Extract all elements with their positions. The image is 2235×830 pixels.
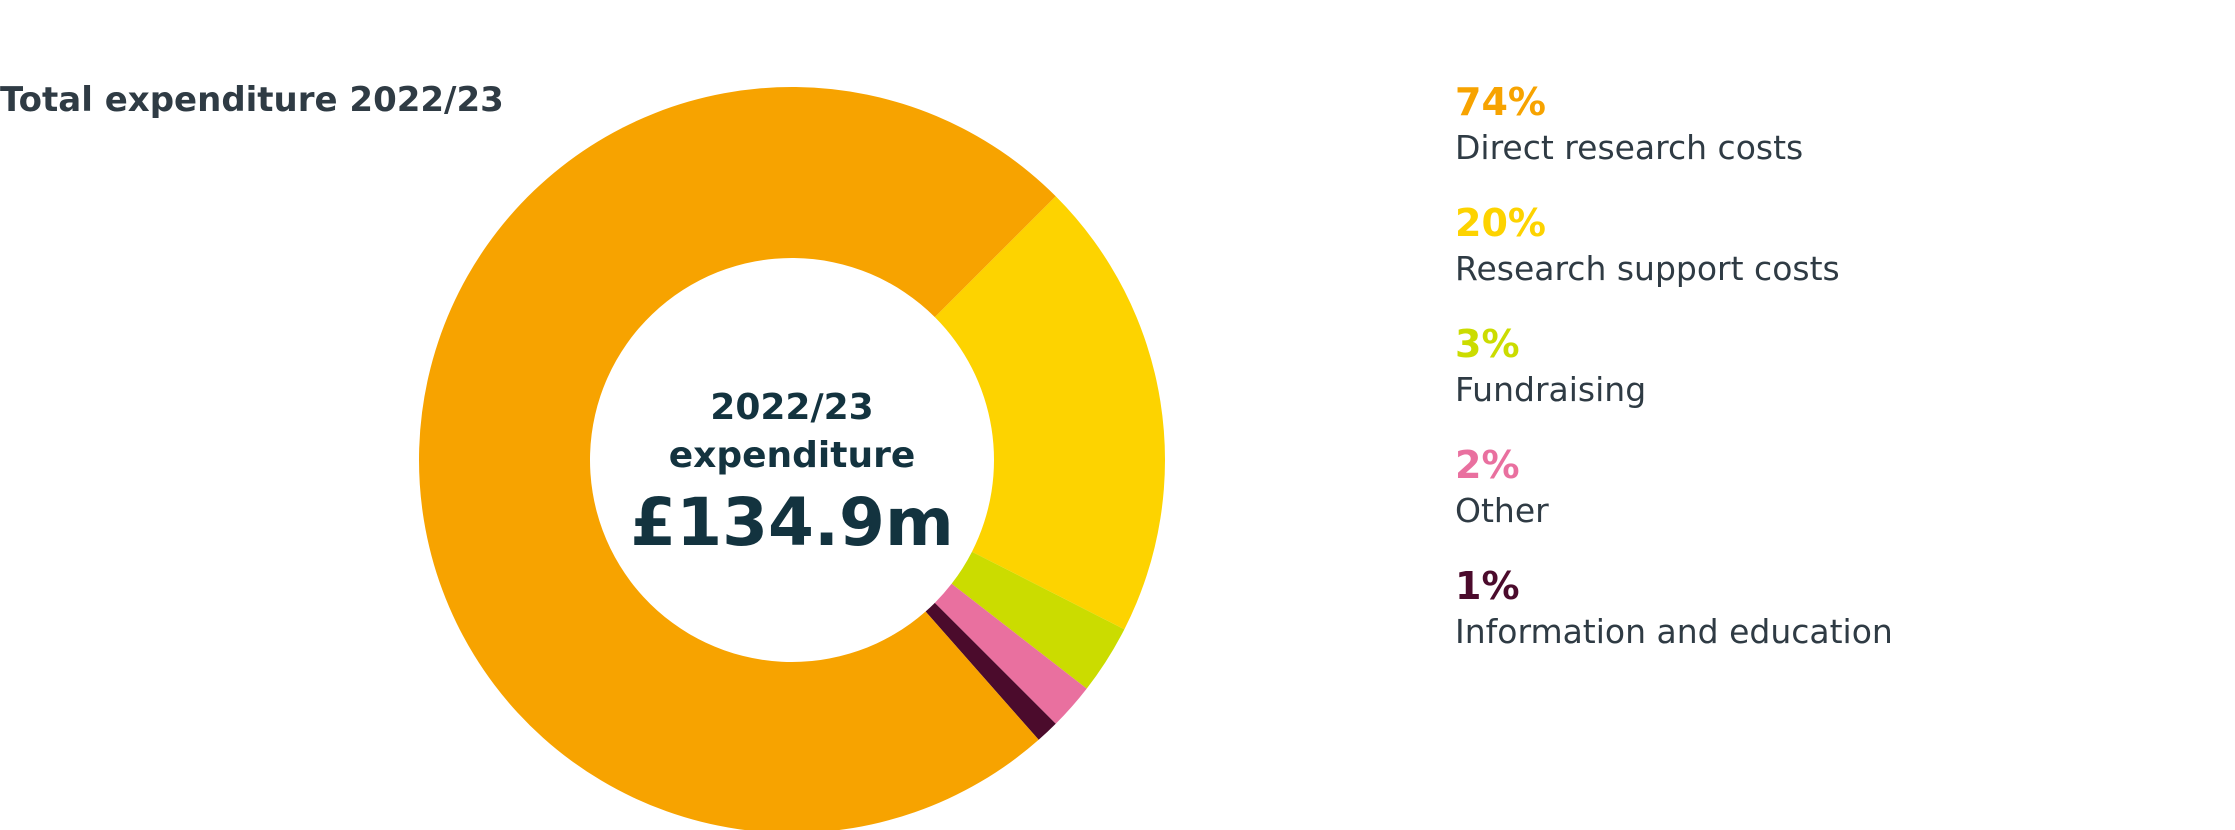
legend-value: 74% (1455, 80, 1546, 124)
chart-title: Total expenditure 2022/23 (0, 80, 504, 120)
donut-slice-information-and-education (925, 602, 1056, 740)
donut-slice-direct-research-costs (419, 87, 1056, 830)
legend-item: 1% Information and education (1455, 562, 1893, 683)
legend-item: 3% Fundraising (1455, 320, 1893, 441)
center-label-caption: expenditure (668, 435, 916, 476)
legend-value: 1% (1455, 564, 1520, 608)
legend-item: 20% Research support costs (1455, 199, 1893, 320)
center-label-year: 2022/23 (710, 387, 874, 428)
legend-value: 2% (1455, 443, 1520, 487)
donut-slice-research-support-costs (934, 196, 1166, 630)
legend-label: Direct research costs (1455, 128, 1804, 167)
center-label-amount: £134.9m (630, 484, 954, 561)
donut-center-label: 2022/23 expenditure £134.9m (592, 384, 992, 564)
donut-slices (419, 87, 1166, 830)
legend-item: 2% Other (1455, 441, 1893, 562)
legend: 74% Direct research costs 20% Research s… (1455, 78, 1893, 683)
legend-item: 74% Direct research costs (1455, 78, 1893, 199)
legend-label: Fundraising (1455, 370, 1647, 409)
legend-label: Information and education (1455, 612, 1893, 651)
legend-value: 20% (1455, 201, 1546, 245)
donut-slice-other (934, 583, 1087, 724)
donut-slice-fundraising (951, 551, 1125, 689)
legend-label: Research support costs (1455, 249, 1840, 288)
legend-label: Other (1455, 491, 1549, 530)
legend-value: 3% (1455, 322, 1520, 366)
